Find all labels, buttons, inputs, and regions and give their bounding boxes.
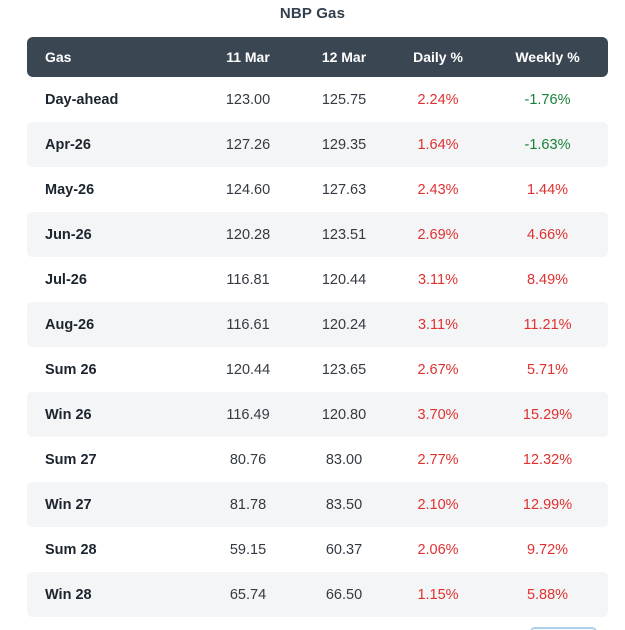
row-label-cell: Aug-26 xyxy=(45,316,95,333)
daily-pct-cell: 1.64% xyxy=(417,136,459,153)
price-11mar-cell: 80.76 xyxy=(229,451,267,468)
table-row: Win 28 65.74 66.50 1.15% 5.88% xyxy=(27,572,608,617)
price-12mar-cell: 123.51 xyxy=(321,226,367,243)
price-12mar-cell: 127.63 xyxy=(321,181,367,198)
weekly-pct-cell: 15.29% xyxy=(522,406,573,423)
row-label-cell: Win 28 xyxy=(45,586,92,603)
weekly-pct-cell: 4.66% xyxy=(526,226,569,243)
price-11mar-cell: 59.15 xyxy=(229,541,267,558)
price-11mar-cell: 120.44 xyxy=(225,361,271,378)
table-row: Sum 26 120.44 123.65 2.67% 5.71% xyxy=(27,347,608,392)
column-header-weekly: Weekly % xyxy=(515,49,580,65)
table-row: Sum 28 59.15 60.37 2.06% 9.72% xyxy=(27,527,608,572)
price-12mar-cell: 120.24 xyxy=(321,316,367,333)
row-label-cell: Win 26 xyxy=(45,406,92,423)
table-row: Win 27 81.78 83.50 2.10% 12.99% xyxy=(27,482,608,527)
daily-pct-cell: 3.11% xyxy=(417,316,459,333)
table-row: Win 26 116.49 120.80 3.70% 15.29% xyxy=(27,392,608,437)
table-row: May-26 124.60 127.63 2.43% 1.44% xyxy=(27,167,608,212)
daily-pct-cell: 2.67% xyxy=(417,361,459,378)
price-11mar-cell: 120.28 xyxy=(225,226,271,243)
daily-pct-cell: 2.24% xyxy=(417,91,459,108)
price-12mar-cell: 125.75 xyxy=(321,91,367,108)
price-11mar-cell: 127.26 xyxy=(225,136,271,153)
table-row: Jul-26 116.81 120.44 3.11% 8.49% xyxy=(27,257,608,302)
price-12mar-cell: 129.35 xyxy=(321,136,367,153)
row-label-cell: May-26 xyxy=(45,181,95,198)
daily-pct-cell: 2.06% xyxy=(417,541,459,558)
price-12mar-cell: 123.65 xyxy=(321,361,367,378)
price-12mar-cell: 83.50 xyxy=(325,496,363,513)
weekly-pct-cell: 5.88% xyxy=(526,586,569,603)
daily-pct-cell: 2.77% xyxy=(417,451,459,468)
table-row: Aug-26 116.61 120.24 3.11% 11.21% xyxy=(27,302,608,347)
table-body: Day-ahead 123.00 125.75 2.24% -1.76% Apr-26 12… xyxy=(27,77,608,617)
cutoff-element-below-edge xyxy=(530,627,597,630)
price-11mar-cell: 124.60 xyxy=(225,181,271,198)
weekly-pct-cell: -1.76% xyxy=(524,91,571,108)
row-label-cell: Sum 26 xyxy=(45,361,97,378)
price-12mar-cell: 60.37 xyxy=(325,541,363,558)
row-label-cell: Sum 28 xyxy=(45,541,97,558)
price-12mar-cell: 120.80 xyxy=(321,406,367,423)
column-header-daily: Daily % xyxy=(413,49,463,65)
weekly-pct-cell: 9.72% xyxy=(526,541,569,558)
price-12mar-cell: 66.50 xyxy=(325,586,363,603)
daily-pct-cell: 1.15% xyxy=(417,586,459,603)
price-11mar-cell: 116.81 xyxy=(226,271,270,288)
table-row: Sum 27 80.76 83.00 2.77% 12.32% xyxy=(27,437,608,482)
weekly-pct-cell: 11.21% xyxy=(523,316,572,333)
price-12mar-cell: 120.44 xyxy=(321,271,367,288)
row-label-cell: Day-ahead xyxy=(45,91,119,108)
daily-pct-cell: 3.11% xyxy=(417,271,459,288)
weekly-pct-cell: 1.44% xyxy=(526,181,569,198)
weekly-pct-cell: -1.63% xyxy=(524,136,571,153)
table-row: Apr-26 127.26 129.35 1.64% -1.63% xyxy=(27,122,608,167)
price-11mar-cell: 81.78 xyxy=(229,496,267,513)
weekly-pct-cell: 5.71% xyxy=(526,361,569,378)
table-row: Day-ahead 123.00 125.75 2.24% -1.76% xyxy=(27,77,608,122)
column-header-11-mar: 11 Mar xyxy=(226,49,270,65)
daily-pct-cell: 2.69% xyxy=(417,226,459,243)
column-header-12-mar: 12 Mar xyxy=(321,49,367,65)
daily-pct-cell: 3.70% xyxy=(417,406,459,423)
table-header-row: Gas 11 Mar 12 Mar Daily % Weekly % xyxy=(27,37,608,77)
price-11mar-cell: 116.49 xyxy=(226,406,270,423)
daily-pct-cell: 2.43% xyxy=(417,181,459,198)
row-label-cell: Jul-26 xyxy=(45,271,87,288)
weekly-pct-cell: 12.32% xyxy=(522,451,573,468)
price-11mar-cell: 116.61 xyxy=(226,316,270,333)
row-label-cell: Apr-26 xyxy=(45,136,91,153)
row-label-cell: Sum 27 xyxy=(45,451,97,468)
row-label-cell: Win 27 xyxy=(45,496,92,513)
price-table: Gas 11 Mar 12 Mar Daily % Weekly % Day-ahead… xyxy=(27,37,608,617)
weekly-pct-cell: 8.49% xyxy=(526,271,569,288)
row-label-cell: Jun-26 xyxy=(45,226,92,243)
price-11mar-cell: 65.74 xyxy=(229,586,267,603)
price-11mar-cell: 123.00 xyxy=(225,91,271,108)
daily-pct-cell: 2.10% xyxy=(417,496,459,513)
price-12mar-cell: 83.00 xyxy=(325,451,363,468)
page-title: NBP Gas xyxy=(279,5,346,22)
table-row: Jun-26 120.28 123.51 2.69% 4.66% xyxy=(27,212,608,257)
column-header-gas: Gas xyxy=(45,49,72,65)
weekly-pct-cell: 12.99% xyxy=(522,496,573,513)
